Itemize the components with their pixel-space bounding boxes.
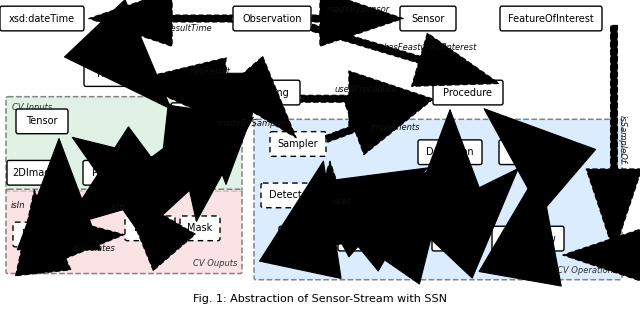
FancyBboxPatch shape (83, 161, 153, 185)
FancyBboxPatch shape (233, 6, 311, 31)
Text: Sensor: Sensor (412, 13, 445, 23)
Text: Tensor: Tensor (26, 116, 58, 126)
Text: hasResult: hasResult (189, 68, 230, 76)
Text: 2DImage: 2DImage (12, 168, 56, 178)
FancyBboxPatch shape (500, 6, 602, 31)
Text: Mask: Mask (188, 223, 212, 233)
FancyBboxPatch shape (171, 103, 229, 127)
Text: CV Ouputs: CV Ouputs (193, 259, 237, 269)
Text: YOLO: YOLO (390, 233, 416, 244)
Text: Result: Result (97, 69, 127, 79)
Text: madeBySampler: madeBySampler (217, 119, 287, 128)
Text: usedProcedure: usedProcedure (335, 85, 397, 94)
FancyBboxPatch shape (279, 226, 325, 251)
Text: PointCloud: PointCloud (92, 168, 144, 178)
Text: CV Inputs: CV Inputs (12, 103, 52, 112)
FancyBboxPatch shape (499, 140, 561, 165)
Text: associates: associates (72, 244, 116, 254)
Text: Sampler: Sampler (278, 139, 318, 149)
FancyBboxPatch shape (492, 226, 564, 251)
FancyBboxPatch shape (328, 183, 380, 208)
Text: OpticalFlow: OpticalFlow (500, 233, 556, 244)
FancyBboxPatch shape (16, 109, 68, 134)
Text: SSD: SSD (347, 233, 367, 244)
FancyBboxPatch shape (7, 161, 61, 185)
Text: FeatureOfInterest: FeatureOfInterest (508, 13, 594, 23)
FancyBboxPatch shape (180, 216, 220, 241)
Text: CV Operations: CV Operations (557, 266, 617, 275)
FancyBboxPatch shape (0, 6, 84, 31)
Text: Procedure: Procedure (444, 88, 493, 98)
Text: xsd:dateTime: xsd:dateTime (9, 13, 75, 23)
Text: Observation: Observation (243, 13, 301, 23)
FancyBboxPatch shape (382, 226, 424, 251)
Text: Tracking: Tracking (509, 147, 550, 157)
Text: uses: uses (332, 197, 351, 206)
FancyBboxPatch shape (418, 140, 482, 165)
Text: Detector: Detector (269, 190, 311, 200)
Text: isIn: isIn (11, 201, 25, 210)
Text: Box2D: Box2D (22, 229, 54, 239)
FancyBboxPatch shape (13, 222, 63, 247)
Text: implements: implements (371, 123, 420, 132)
FancyBboxPatch shape (338, 226, 376, 251)
Text: madeBySensor: madeBySensor (326, 5, 390, 14)
Text: hasFeastureOfInterest: hasFeastureOfInterest (383, 43, 477, 52)
FancyBboxPatch shape (400, 6, 456, 31)
FancyBboxPatch shape (125, 216, 175, 241)
FancyBboxPatch shape (433, 80, 503, 105)
Text: Sample: Sample (182, 110, 218, 120)
FancyBboxPatch shape (432, 226, 480, 251)
Text: Detection: Detection (426, 147, 474, 157)
FancyBboxPatch shape (261, 183, 319, 208)
FancyBboxPatch shape (84, 62, 140, 86)
Text: FRCNN: FRCNN (285, 233, 319, 244)
Text: Sampling: Sampling (243, 88, 289, 98)
Text: isSampleOf: isSampleOf (618, 115, 627, 163)
FancyBboxPatch shape (254, 119, 622, 280)
FancyBboxPatch shape (232, 80, 300, 105)
FancyBboxPatch shape (6, 97, 242, 191)
FancyBboxPatch shape (6, 189, 242, 274)
Text: resultTime: resultTime (168, 24, 212, 33)
Text: isIn: isIn (111, 203, 125, 212)
Text: Tracker: Tracker (337, 190, 372, 200)
Text: Box3D: Box3D (134, 223, 166, 233)
FancyBboxPatch shape (270, 132, 326, 156)
Text: Fig. 1: Abstraction of Sensor-Stream with SSN: Fig. 1: Abstraction of Sensor-Stream wit… (193, 294, 447, 304)
Text: Kalman: Kalman (438, 233, 474, 244)
